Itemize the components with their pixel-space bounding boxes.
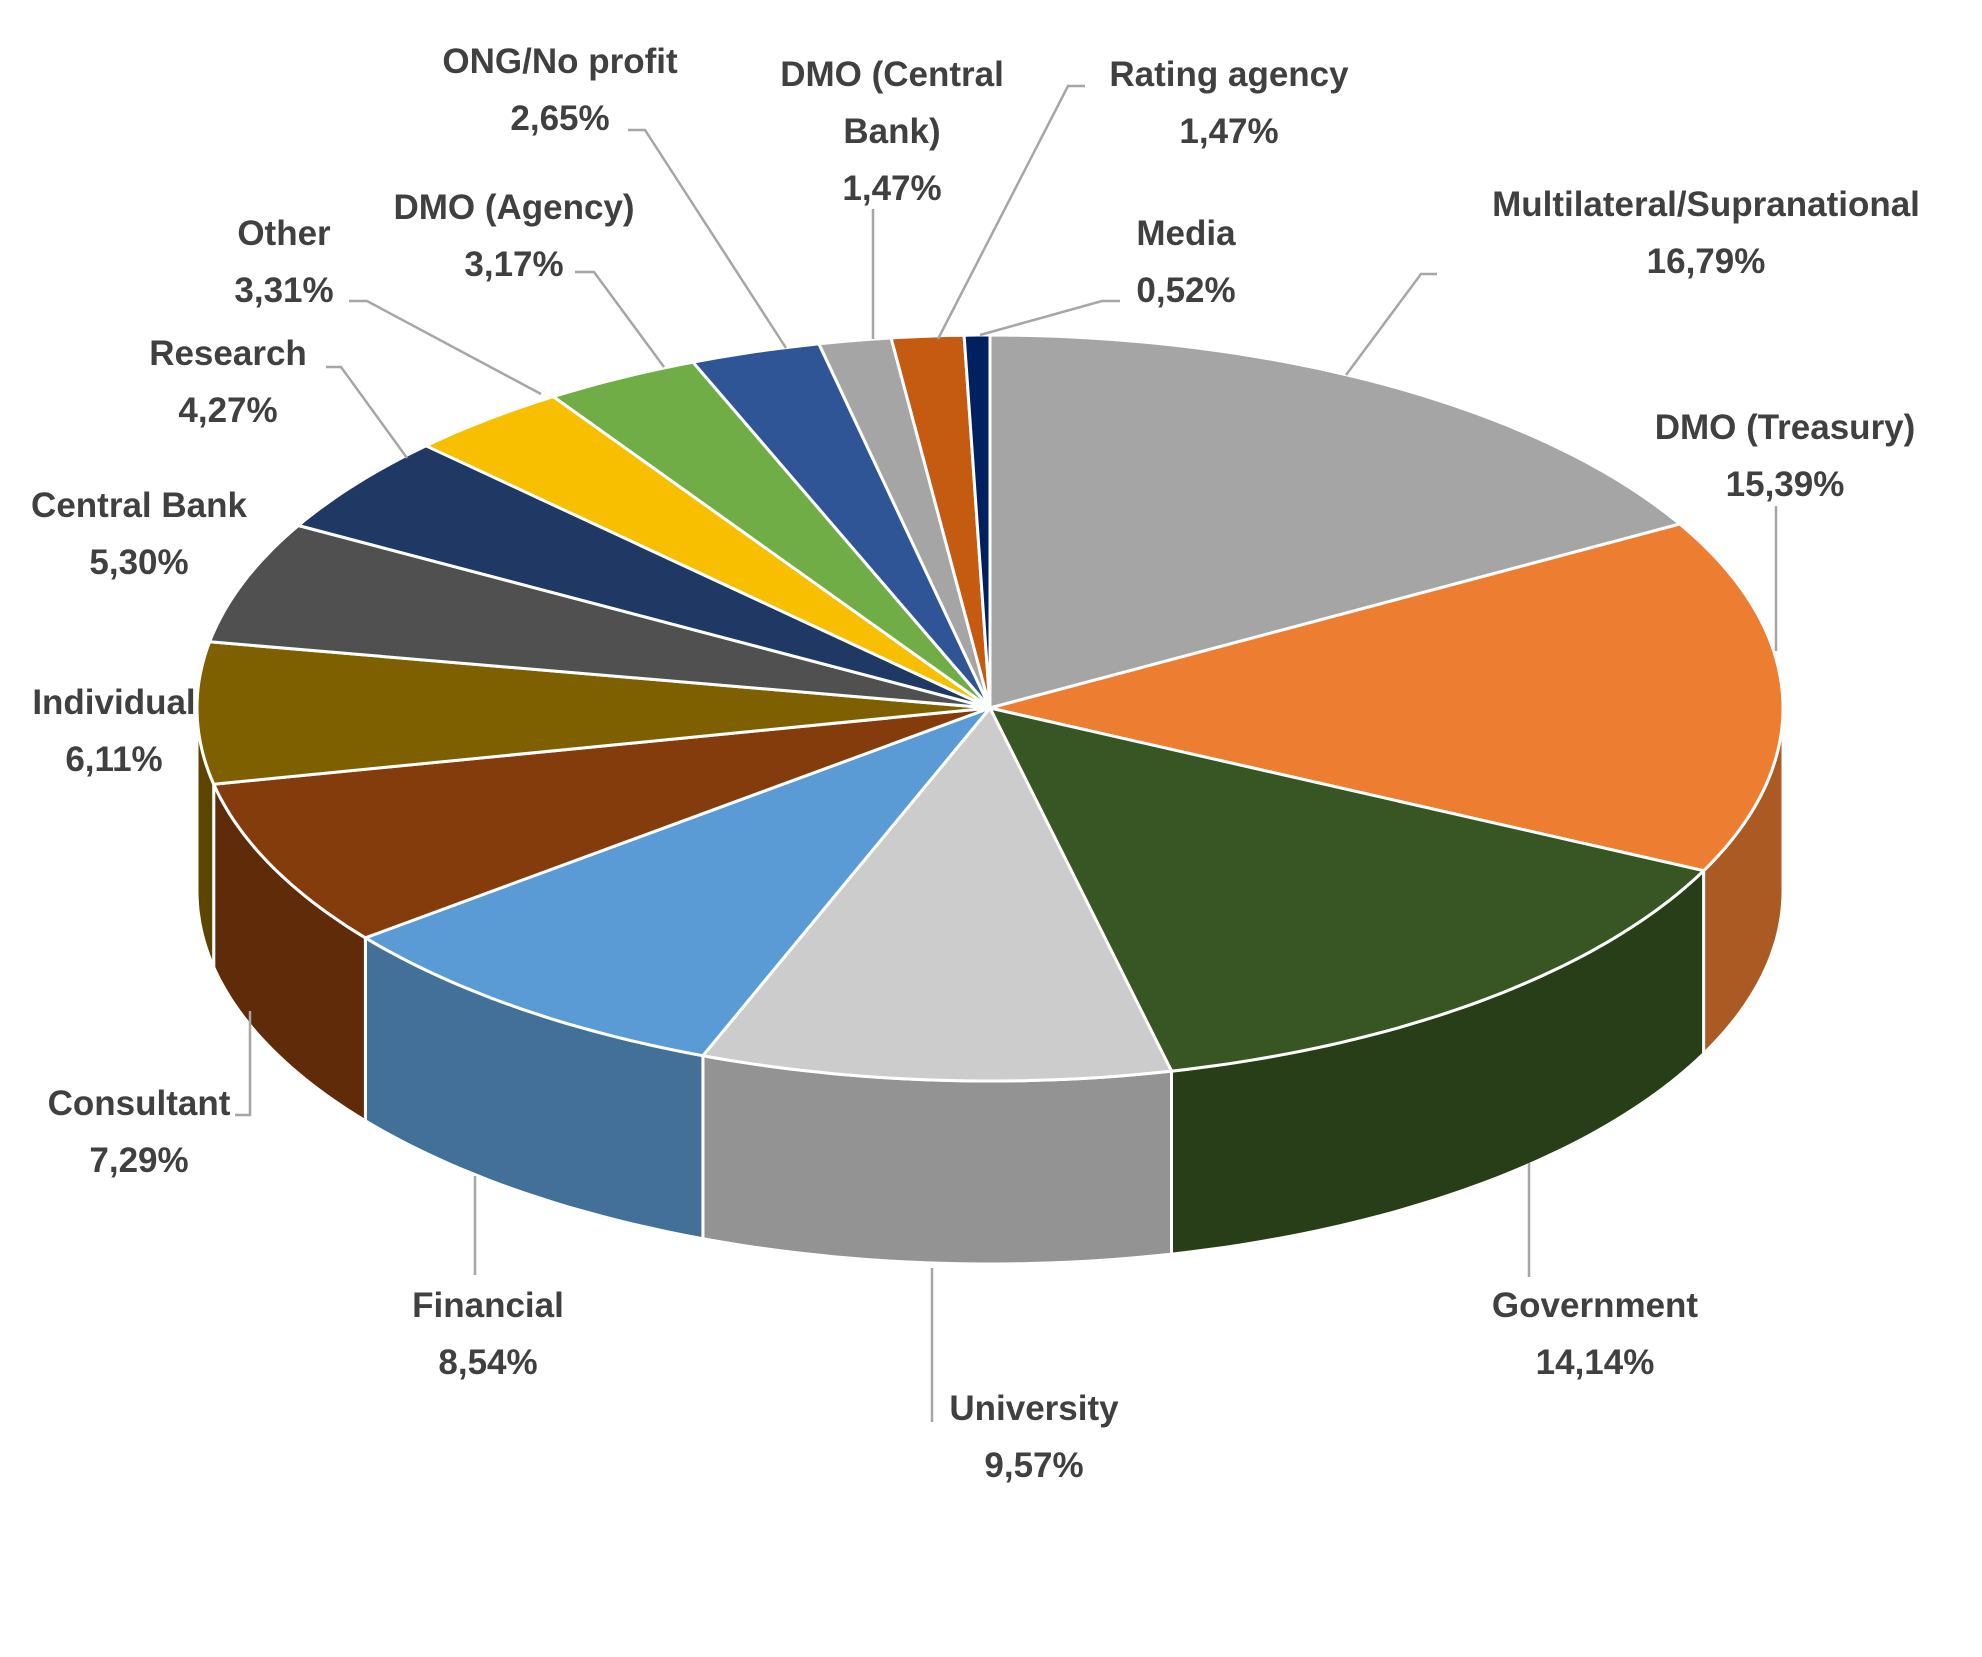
leader-line-consultant (235, 1011, 252, 1117)
data-label-category: Multilateral/Supranational (1492, 185, 1920, 224)
pie-slice-dmo-treasury (988, 522, 1785, 873)
data-label-category: DMO (Treasury) (1655, 408, 1916, 447)
data-label-category: Bank) (843, 112, 940, 151)
data-label-consultant: Consultant 7,29% (48, 1084, 231, 1180)
data-label-value: 5,30% (89, 543, 188, 582)
data-label-research: Research 4,27% (149, 334, 307, 430)
data-label-value: 2,65% (510, 99, 609, 138)
data-label-value: 1,47% (1179, 112, 1278, 151)
data-label-category: Government (1492, 1286, 1698, 1325)
data-label-value: 15,39% (1726, 465, 1845, 504)
pie-slices (195, 333, 1785, 1083)
leader-line-dmo-agency (575, 270, 666, 368)
data-label-value: 6,11% (65, 740, 162, 779)
data-label-value: 14,14% (1536, 1343, 1655, 1382)
data-label-rating-agency: Rating agency 1,47% (1109, 55, 1349, 151)
data-label-central-bank: Central Bank 5,30% (31, 486, 247, 582)
pie-slice-individual (195, 640, 992, 786)
data-label-category: DMO (Central (780, 55, 1004, 94)
data-label-university: University 9,57% (949, 1389, 1119, 1485)
pie-slice-university (701, 706, 1173, 1083)
data-label-dmo-agency: DMO (Agency) 3,17% (393, 188, 634, 284)
leader-line-ong-no-profit (628, 128, 788, 349)
pie-slice-media (962, 333, 992, 710)
pie-slice-other (424, 395, 992, 710)
data-label-category: ONG/No profit (442, 42, 678, 81)
data-label-value: 1,47% (842, 169, 941, 208)
data-label-category: Research (149, 334, 307, 373)
pie-slice-government (988, 706, 1706, 1073)
data-labels: Multilateral/Supranational 16,79% DMO (Tre… (31, 42, 1920, 1485)
data-label-media: Media 0,52% (1136, 214, 1236, 310)
data-label-category: Consultant (48, 1084, 231, 1123)
data-label-category: University (949, 1389, 1119, 1428)
data-label-category: Media (1136, 214, 1236, 253)
pie-slice-dmo-agency (551, 360, 992, 710)
leader-line-media (979, 299, 1120, 337)
pie-slice-rating-agency (889, 333, 992, 710)
data-label-value: 16,79% (1647, 242, 1766, 281)
data-label-category: Financial (412, 1286, 564, 1325)
data-label-value: 3,17% (464, 245, 563, 284)
pie-slice-research (296, 444, 992, 710)
pie-side-walls (195, 707, 1785, 1266)
pie-slice-central-bank (208, 524, 992, 710)
leader-line-rating-agency (936, 84, 1085, 340)
data-label-value: 9,57% (984, 1446, 1083, 1485)
data-label-financial: Financial 8,54% (412, 1286, 564, 1382)
data-label-ong-no-profit: ONG/No profit 2,65% (442, 42, 678, 138)
data-label-value: 4,27% (178, 391, 277, 430)
data-label-government: Government 14,14% (1492, 1286, 1698, 1382)
data-label-dmo-central-bank: DMO (Central Bank) 1,47% (780, 55, 1004, 208)
pie-side-university (701, 1053, 1173, 1266)
pie-slice-dmo-central-bank (817, 336, 992, 710)
data-label-category: Other (237, 214, 331, 253)
pie-slice-financial (363, 706, 992, 1058)
data-label-other: Other 3,31% (234, 214, 333, 310)
data-label-category: DMO (Agency) (393, 188, 634, 227)
data-label-individual: Individual 6,11% (32, 683, 195, 779)
pie-slice-multilateral-supranational (988, 333, 1682, 710)
data-label-dmo-treasury: DMO (Treasury) 15,39% (1655, 408, 1916, 504)
data-label-category: Central Bank (31, 486, 247, 525)
data-label-value: 3,31% (234, 271, 333, 310)
data-label-category: Individual (32, 683, 195, 722)
pie-slice-ong-no-profit (691, 342, 992, 710)
data-label-value: 0,52% (1136, 271, 1235, 310)
data-label-multilateral-supranational: Multilateral/Supranational 16,79% (1492, 185, 1920, 281)
data-label-value: 7,29% (89, 1141, 188, 1180)
leader-line-multilateral-supranational (1344, 272, 1437, 376)
leader-line-research (326, 365, 409, 459)
leader-line-other (349, 299, 542, 396)
data-label-category: Rating agency (1109, 55, 1349, 94)
leader-lines (235, 84, 1778, 1422)
data-label-value: 8,54% (438, 1343, 537, 1382)
